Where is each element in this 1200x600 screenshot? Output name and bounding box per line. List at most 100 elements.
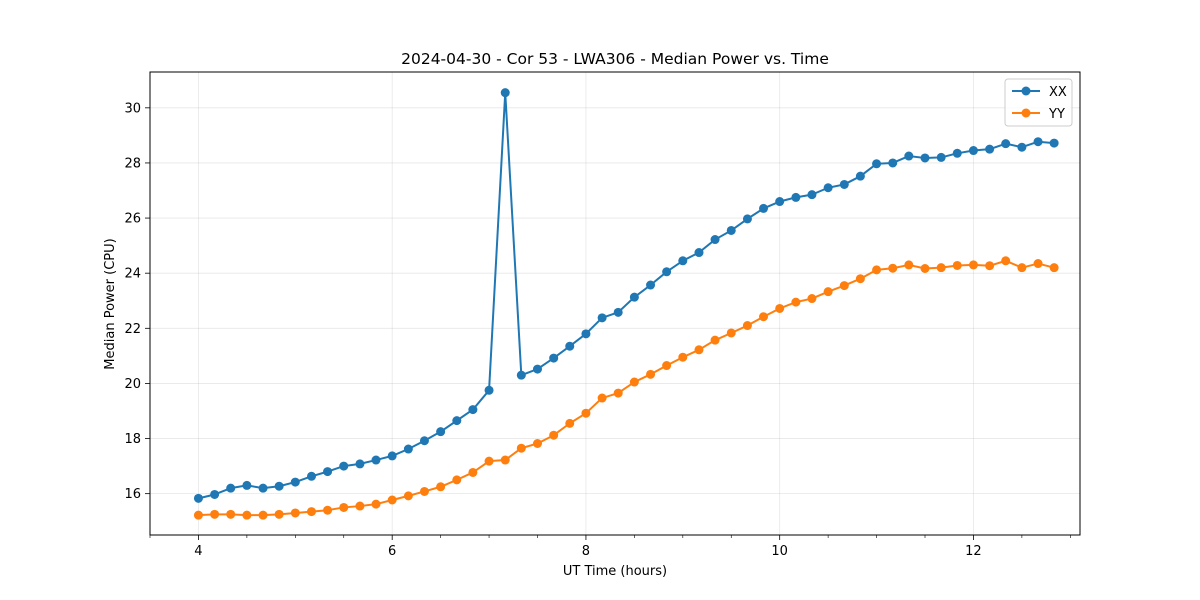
- data-point-yy: [920, 264, 930, 273]
- data-point-yy: [419, 486, 429, 496]
- data-point-yy: [468, 467, 478, 477]
- data-point-yy: [500, 455, 510, 465]
- y-tick-label: 30: [124, 101, 141, 116]
- data-point-xx: [1017, 142, 1027, 152]
- legend-label-yy: YY: [1048, 107, 1065, 122]
- data-point-yy: [1049, 263, 1059, 273]
- data-point-yy: [371, 499, 381, 509]
- data-point-yy: [968, 260, 978, 270]
- data-point-yy: [290, 508, 300, 518]
- data-point-yy: [581, 408, 591, 418]
- legend: XX YY: [1004, 78, 1073, 127]
- data-point-yy: [775, 303, 785, 313]
- data-point-xx: [1049, 138, 1059, 148]
- data-point-yy: [646, 369, 656, 379]
- data-point-xx: [290, 477, 300, 487]
- data-point-xx: [565, 341, 575, 351]
- x-tick-label: 6: [388, 544, 396, 559]
- data-point-yy: [985, 261, 995, 271]
- data-point-yy: [533, 439, 542, 448]
- data-point-yy: [452, 475, 462, 485]
- data-point-xx: [500, 88, 510, 98]
- data-point-xx: [936, 152, 946, 162]
- data-point-yy: [678, 352, 688, 362]
- data-point-xx: [193, 493, 203, 503]
- data-point-yy: [306, 507, 316, 517]
- data-point-xx: [855, 171, 865, 181]
- data-point-yy: [694, 345, 704, 355]
- x-tick-label: 12: [965, 544, 982, 559]
- grid: [150, 72, 1080, 535]
- series-xx: [193, 88, 1059, 503]
- x-tick-label: 4: [194, 544, 202, 559]
- data-point-yy: [387, 495, 397, 505]
- series-layer: [193, 88, 1059, 520]
- data-point-xx: [226, 483, 236, 493]
- data-point-xx: [807, 190, 817, 200]
- plot-frame: [149, 71, 1081, 536]
- data-point-xx: [985, 144, 995, 154]
- data-point-yy: [258, 510, 268, 520]
- data-point-yy: [403, 491, 413, 501]
- data-point-yy: [839, 281, 849, 291]
- data-point-xx: [323, 467, 333, 477]
- data-point-yy: [1033, 259, 1043, 269]
- data-point-yy: [726, 328, 736, 338]
- data-point-yy: [807, 294, 817, 304]
- series-yy: [193, 256, 1059, 520]
- data-point-xx: [210, 489, 220, 499]
- data-point-yy: [549, 430, 559, 440]
- data-point-yy: [613, 388, 623, 398]
- data-point-xx: [419, 436, 429, 446]
- y-tick-label: 24: [124, 267, 141, 282]
- data-point-yy: [242, 510, 252, 520]
- data-point-xx: [242, 480, 252, 490]
- y-axis-label: Median Power (CPU): [103, 238, 118, 369]
- data-point-xx: [791, 192, 801, 202]
- ticks: 4 6 8 10 12 16 18 20 22 24 26 28 30: [124, 101, 1071, 559]
- data-point-yy: [274, 509, 284, 519]
- y-tick-label: 22: [124, 322, 141, 337]
- data-point-yy: [823, 287, 833, 297]
- legend-marker-xx: [1021, 86, 1031, 96]
- data-point-yy: [565, 418, 575, 428]
- data-point-yy: [936, 263, 946, 273]
- data-point-xx: [355, 459, 365, 469]
- y-tick-label: 28: [124, 156, 141, 171]
- data-point-yy: [597, 393, 607, 403]
- data-point-yy: [226, 509, 236, 519]
- data-point-xx: [258, 483, 268, 493]
- data-point-yy: [339, 502, 349, 512]
- data-point-xx: [742, 214, 752, 224]
- data-point-xx: [888, 158, 898, 168]
- data-point-xx: [403, 444, 413, 454]
- data-point-xx: [952, 148, 962, 158]
- data-point-xx: [533, 364, 542, 374]
- y-tick-label: 16: [124, 487, 141, 502]
- data-point-xx: [597, 313, 607, 323]
- data-point-xx: [468, 405, 478, 415]
- data-point-yy: [952, 260, 962, 270]
- data-point-yy: [516, 443, 526, 453]
- data-point-xx: [694, 248, 704, 258]
- data-point-yy: [193, 510, 203, 520]
- data-point-yy: [210, 509, 220, 519]
- data-point-yy: [323, 505, 333, 515]
- y-tick-label: 26: [124, 212, 141, 227]
- data-point-yy: [855, 274, 865, 284]
- data-point-xx: [839, 179, 849, 189]
- data-point-xx: [726, 225, 736, 235]
- data-point-xx: [516, 370, 526, 380]
- x-tick-label: 8: [582, 544, 590, 559]
- data-point-xx: [549, 353, 559, 363]
- data-point-xx: [613, 307, 623, 317]
- x-axis-label: UT Time (hours): [563, 564, 667, 579]
- data-point-xx: [581, 329, 591, 339]
- data-point-xx: [629, 292, 639, 302]
- data-point-xx: [920, 153, 930, 163]
- data-point-yy: [355, 501, 365, 511]
- y-tick-label: 18: [124, 432, 141, 447]
- data-point-yy: [1001, 256, 1011, 266]
- data-point-xx: [1033, 137, 1043, 147]
- data-point-yy: [1017, 263, 1027, 273]
